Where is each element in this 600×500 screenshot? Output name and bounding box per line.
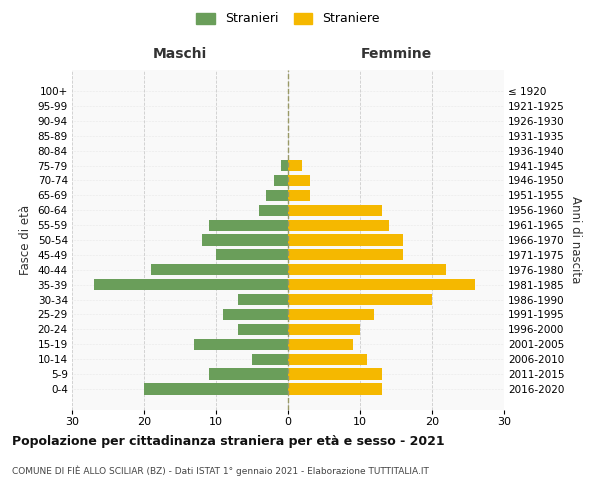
Bar (288, 368, 382, 380)
Text: Femmine: Femmine (361, 47, 431, 61)
Bar (202, 234, 288, 246)
Bar (238, 324, 288, 335)
Bar (288, 294, 432, 305)
Bar (288, 324, 360, 335)
Bar (144, 384, 288, 394)
Bar (274, 175, 288, 186)
Bar (209, 368, 288, 380)
Bar (288, 279, 475, 290)
Bar (259, 204, 288, 216)
Bar (288, 220, 389, 230)
Bar (288, 234, 403, 246)
Bar (288, 204, 382, 216)
Legend: Stranieri, Straniere: Stranieri, Straniere (193, 8, 383, 29)
Bar (288, 190, 310, 201)
Text: Maschi: Maschi (153, 47, 207, 61)
Y-axis label: Fasce di età: Fasce di età (19, 205, 32, 275)
Text: Popolazione per cittadinanza straniera per età e sesso - 2021: Popolazione per cittadinanza straniera p… (12, 435, 445, 448)
Bar (209, 220, 288, 230)
Y-axis label: Anni di nascita: Anni di nascita (569, 196, 581, 284)
Bar (94, 279, 288, 290)
Bar (288, 309, 374, 320)
Bar (288, 250, 403, 260)
Bar (216, 250, 288, 260)
Bar (288, 175, 310, 186)
Bar (194, 338, 288, 350)
Bar (151, 264, 288, 276)
Bar (266, 190, 288, 201)
Bar (288, 384, 382, 394)
Bar (288, 338, 353, 350)
Bar (238, 294, 288, 305)
Bar (288, 354, 367, 365)
Bar (252, 354, 288, 365)
Bar (288, 264, 446, 276)
Bar (288, 160, 302, 171)
Bar (281, 160, 288, 171)
Bar (223, 309, 288, 320)
Text: COMUNE DI FIÈ ALLO SCILIAR (BZ) - Dati ISTAT 1° gennaio 2021 - Elaborazione TUTT: COMUNE DI FIÈ ALLO SCILIAR (BZ) - Dati I… (12, 465, 429, 475)
